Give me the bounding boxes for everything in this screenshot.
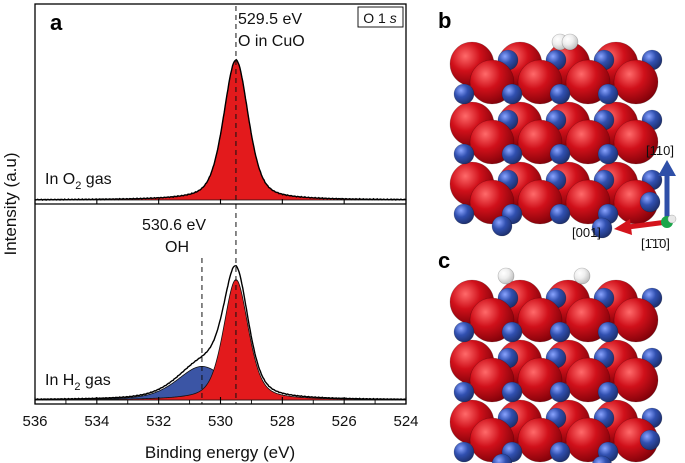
copper-atom [453,83,475,105]
hydrogen-atom [573,267,591,285]
axis-001-label: [001] [572,225,601,240]
x-tick-label: 536 [22,413,47,430]
y-axis-label: Intensity (a.u) [1,153,20,256]
crystal-axes-triad: [110] [001] [1̄1̄0] [572,143,677,251]
copper-atom [491,215,513,237]
axis-001-arrowhead [614,219,632,235]
panel-c-crystal-model: c [438,248,663,463]
hydrogen-atom [561,33,579,51]
oxygen-atom [613,357,659,403]
panel-letter-c: c [438,248,450,273]
core-level-box [357,6,404,28]
panel-letter-a: a [50,10,63,35]
copper-atom [549,381,571,403]
axis-origin-marker [667,214,677,224]
axis-110-label: [110] [646,143,674,158]
copper-atom [597,143,619,165]
panel-b-crystal-model: b [438,8,663,239]
oxygen-atom [613,59,659,105]
x-tick-label: 526 [332,413,357,430]
copper-atom [597,83,619,105]
panel-a-xps-chart: 536 534 532 530 528 526 524 Binding energy (eV… [1,3,419,462]
copper-atom [453,441,475,463]
copper-atom [453,321,475,343]
axis-110-arrowhead [658,160,676,176]
core-level-label: O 1 s [363,10,396,26]
hydrogen-atom [497,267,515,285]
x-tick-label: 530 [208,413,233,430]
oxygen-atom [613,119,659,165]
x-tick-label: 532 [146,413,171,430]
annotation-oh-label: OH [165,239,189,256]
x-axis-label: Binding energy (eV) [145,443,295,462]
copper-atom [592,455,612,463]
copper-atom [453,381,475,403]
copper-atom [591,217,613,239]
copper-atom [501,83,523,105]
oxygen-atom [613,297,659,343]
panel-top-gas-label: In O2 gas [45,171,112,192]
x-tick-label: 528 [270,413,295,430]
copper-atom [549,203,571,225]
copper-atom [597,381,619,403]
copper-atom [549,441,571,463]
annotation-oh-energy: 530.6 eV [142,217,206,234]
x-tick-label: 534 [84,413,109,430]
x-tick-label: 524 [393,413,418,430]
copper-atom [501,143,523,165]
copper-atom [501,381,523,403]
copper-atom [453,203,475,225]
axis-001-arrow [627,219,668,230]
copper-atom [549,83,571,105]
copper-atom [639,429,661,451]
axis-1-10-label: [1̄1̄0] [641,236,670,251]
panel-bottom-gas-label: In H2 gas [45,372,111,393]
copper-atom [549,143,571,165]
panel-letter-b: b [438,8,451,33]
copper-atom [639,191,661,213]
copper-atom [549,321,571,343]
copper-atom [597,321,619,343]
copper-atom [453,143,475,165]
copper-atom [491,453,513,463]
copper-atom [501,321,523,343]
annotation-cuo-label: O in CuO [238,33,305,50]
annotation-cuo-energy: 529.5 eV [238,11,302,28]
